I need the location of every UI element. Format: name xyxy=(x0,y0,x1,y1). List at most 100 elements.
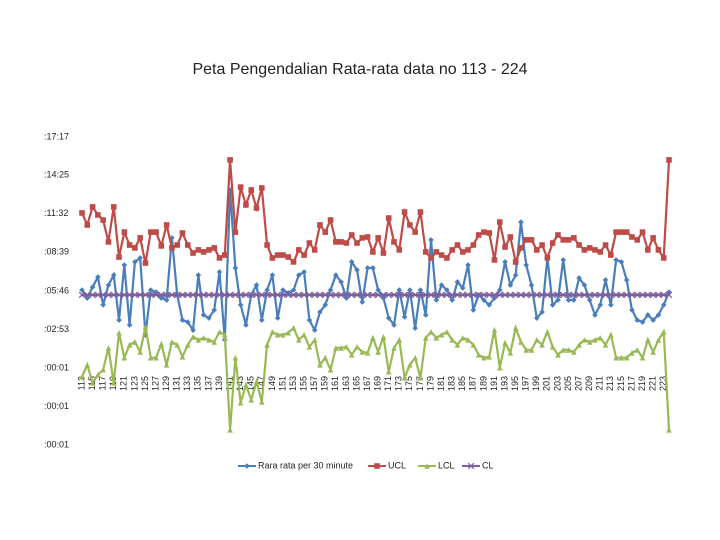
data-point xyxy=(560,237,567,243)
data-point xyxy=(454,341,461,348)
data-point xyxy=(412,325,418,331)
data-point xyxy=(200,312,207,318)
data-point xyxy=(629,350,635,356)
data-point xyxy=(116,317,122,323)
data-point xyxy=(132,339,138,345)
x-tick-label: 207 xyxy=(573,376,583,391)
data-point xyxy=(533,247,540,253)
x-tick-label: 121 xyxy=(119,376,129,391)
data-point xyxy=(259,398,265,405)
data-point xyxy=(444,255,450,261)
data-point xyxy=(470,341,477,348)
data-point xyxy=(380,333,387,340)
data-point xyxy=(666,289,672,295)
data-point xyxy=(507,282,514,288)
data-point xyxy=(353,291,361,299)
data-point xyxy=(655,291,662,299)
data-point xyxy=(454,242,461,248)
data-point xyxy=(359,349,366,355)
data-point xyxy=(269,255,276,261)
data-point xyxy=(459,285,466,291)
data-point xyxy=(428,255,434,261)
data-point xyxy=(592,312,598,318)
data-point xyxy=(89,291,96,299)
data-point xyxy=(126,341,133,348)
data-point xyxy=(258,291,266,299)
data-point xyxy=(237,184,244,190)
x-tick-label: 155 xyxy=(298,376,308,391)
data-point xyxy=(343,343,350,350)
data-point xyxy=(121,291,128,299)
data-point xyxy=(301,269,307,275)
data-point xyxy=(226,291,234,299)
x-tick-label: 197 xyxy=(521,376,531,391)
data-point xyxy=(248,396,255,403)
data-point xyxy=(243,382,249,388)
data-point xyxy=(280,287,286,293)
data-point xyxy=(306,291,313,299)
data-point xyxy=(338,279,344,285)
data-point xyxy=(438,282,445,288)
data-point xyxy=(575,291,583,299)
x-tick-label: 125 xyxy=(140,376,150,391)
data-point xyxy=(126,291,133,299)
data-point xyxy=(666,427,672,433)
data-point xyxy=(211,339,218,345)
data-point xyxy=(169,235,175,241)
data-point xyxy=(623,354,630,361)
data-point xyxy=(391,239,397,245)
data-point xyxy=(391,322,397,328)
data-point xyxy=(491,327,498,333)
data-point xyxy=(322,302,329,308)
data-point xyxy=(195,337,202,343)
data-point xyxy=(301,252,307,258)
data-point xyxy=(565,297,572,303)
data-point xyxy=(401,291,408,299)
data-point xyxy=(406,291,414,299)
data-point xyxy=(549,240,556,246)
data-point xyxy=(284,291,292,299)
data-point xyxy=(417,209,424,215)
data-point xyxy=(512,259,519,265)
data-point xyxy=(274,331,281,338)
data-point xyxy=(644,291,652,299)
data-point xyxy=(396,287,403,293)
data-point xyxy=(274,291,281,299)
data-point xyxy=(428,237,434,243)
data-point xyxy=(174,242,180,248)
data-point xyxy=(242,291,250,299)
data-point xyxy=(613,229,619,235)
data-point xyxy=(227,187,233,193)
data-point xyxy=(459,291,467,299)
data-point xyxy=(491,291,498,299)
data-point xyxy=(634,237,641,243)
data-point xyxy=(221,331,228,338)
data-point xyxy=(486,354,492,360)
y-tick-label: :14:25 xyxy=(44,170,69,180)
data-point xyxy=(132,259,138,265)
x-tick-label: 191 xyxy=(489,376,499,391)
data-point xyxy=(380,250,387,256)
data-point xyxy=(263,291,271,299)
data-point xyxy=(274,315,281,321)
data-point xyxy=(480,291,488,299)
data-point xyxy=(528,282,535,288)
x-tick-label: 123 xyxy=(129,376,139,391)
legend-marker xyxy=(424,463,430,469)
x-tick-label: 215 xyxy=(616,376,626,391)
data-point xyxy=(121,354,128,361)
data-point xyxy=(322,291,329,299)
data-point xyxy=(486,230,492,236)
data-point xyxy=(153,354,159,361)
data-point xyxy=(666,157,672,163)
data-point xyxy=(142,332,149,338)
data-point xyxy=(116,329,122,336)
y-tick-label: :11:32 xyxy=(44,208,68,218)
data-point xyxy=(184,291,192,299)
data-point xyxy=(370,335,376,341)
data-point xyxy=(465,337,471,343)
data-point xyxy=(173,291,181,299)
data-point xyxy=(581,282,588,288)
data-point xyxy=(364,265,371,271)
legend-marker xyxy=(467,462,475,470)
